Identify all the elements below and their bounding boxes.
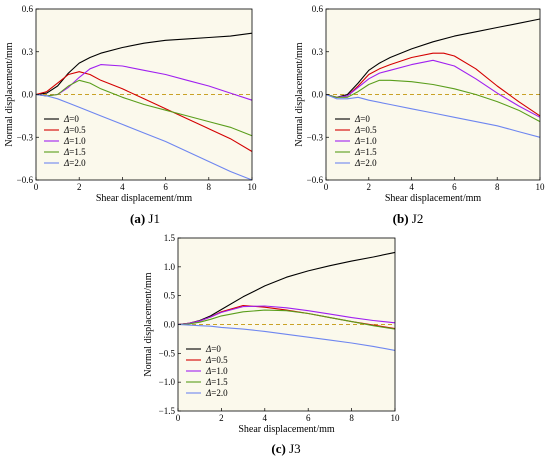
series-line-4 [325, 93, 541, 138]
legend-label-4: Δ=2.0 [205, 388, 228, 398]
x-tick-label-1: 2 [219, 413, 224, 423]
series-line-0 [35, 32, 253, 96]
x-tick-label-0: 0 [324, 182, 329, 192]
series-line-2 [325, 59, 541, 118]
y-tick-label-1: −0.3 [307, 132, 324, 142]
y-tick-label-3: 0.0 [164, 320, 176, 330]
x-tick-label-3: 6 [306, 413, 311, 423]
x-tick-label-5: 10 [391, 413, 401, 423]
legend-label-2: Δ=1.0 [205, 366, 228, 376]
caption: (c) J3 [271, 441, 300, 456]
series-line-2 [177, 305, 396, 326]
x-tick-label-3: 6 [163, 182, 168, 192]
legend-label-4: Δ=2.0 [63, 158, 86, 168]
x-tick-label-2: 4 [409, 182, 414, 192]
y-tick-label-2: 0.0 [22, 90, 34, 100]
series-line-4 [177, 323, 396, 351]
y-tick-label-6: 1.5 [164, 233, 176, 243]
x-tick-label-4: 8 [349, 413, 354, 423]
legend-label-1: Δ=0.5 [205, 355, 228, 365]
legend-label-2: Δ=1.0 [354, 136, 377, 146]
y-tick-label-0: −1.5 [159, 406, 176, 416]
x-tick-label-4: 8 [207, 182, 212, 192]
legend-label-3: Δ=1.5 [354, 147, 377, 157]
x-tick-label-4: 8 [495, 182, 500, 192]
y-tick-label-1: −1.0 [159, 377, 176, 387]
x-tick-label-2: 4 [120, 182, 125, 192]
y-tick-label-4: 0.6 [312, 4, 324, 14]
legend-label-3: Δ=1.5 [205, 377, 228, 387]
y-axis-label: Normal displacement/mm [4, 42, 15, 146]
x-tick-label-1: 2 [367, 182, 372, 192]
y-tick-label-1: −0.3 [17, 132, 34, 142]
x-tick-label-5: 10 [536, 182, 546, 192]
y-tick-label-5: 1.0 [164, 262, 176, 272]
y-tick-label-4: 0.5 [164, 291, 176, 301]
legend-label-1: Δ=0.5 [63, 125, 86, 135]
x-axis-label: Shear displacement/mm [385, 193, 482, 204]
x-axis-label: Shear displacement/mm [238, 424, 335, 435]
chart-1: 0 2 4 6 8 10 −0.6 −0.3 0.0 0.3 0.6 Shear displaceme… [4, 4, 257, 226]
x-axis-label: Shear displacement/mm [96, 193, 193, 204]
legend: Δ=0Δ=0.5Δ=1.0Δ=1.5Δ=2.0 [186, 344, 228, 398]
y-tick-label-2: −0.5 [159, 348, 176, 358]
legend-label-2: Δ=1.0 [63, 136, 86, 146]
legend-label-0: Δ=0 [354, 114, 370, 124]
y-tick-label-2: 0.0 [312, 90, 324, 100]
chart-3: 0 2 4 6 8 10 −1.5 −1.0 −0.5 0.0 0.5 1.0 1.5 Shear dis… [143, 233, 400, 456]
series-line-0 [325, 18, 541, 98]
caption: (a) J1 [130, 211, 160, 226]
y-tick-label-4: 0.6 [22, 4, 34, 14]
x-tick-label-0: 0 [176, 413, 181, 423]
y-tick-label-0: −0.6 [17, 175, 34, 185]
x-tick-label-3: 6 [452, 182, 457, 192]
y-tick-label-3: 0.3 [22, 47, 34, 57]
legend-label-4: Δ=2.0 [354, 158, 377, 168]
series-line-4 [35, 93, 253, 181]
y-axis-label: Normal displacement/mm [143, 272, 154, 376]
series-line-3 [325, 79, 541, 123]
legend-label-0: Δ=0 [63, 114, 79, 124]
series-line-3 [177, 309, 396, 330]
legend: Δ=0Δ=0.5Δ=1.0Δ=1.5Δ=2.0 [44, 114, 86, 168]
x-tick-label-0: 0 [34, 182, 39, 192]
y-axis-label: Normal displacement/mm [294, 42, 305, 146]
y-tick-label-3: 0.3 [312, 47, 324, 57]
legend: Δ=0Δ=0.5Δ=1.0Δ=1.5Δ=2.0 [335, 114, 377, 168]
legend-label-1: Δ=0.5 [354, 125, 377, 135]
x-tick-label-1: 2 [77, 182, 82, 192]
series-line-1 [35, 71, 253, 152]
x-tick-label-2: 4 [263, 413, 268, 423]
y-tick-label-0: −0.6 [307, 175, 324, 185]
caption: (b) J2 [393, 211, 424, 226]
chart-2: 0 2 4 6 8 10 −0.6 −0.3 0.0 0.3 0.6 Shear displaceme… [294, 4, 545, 226]
series-line-3 [35, 79, 253, 137]
legend-label-0: Δ=0 [205, 344, 221, 354]
x-tick-label-5: 10 [248, 182, 258, 192]
legend-label-3: Δ=1.5 [63, 147, 86, 157]
